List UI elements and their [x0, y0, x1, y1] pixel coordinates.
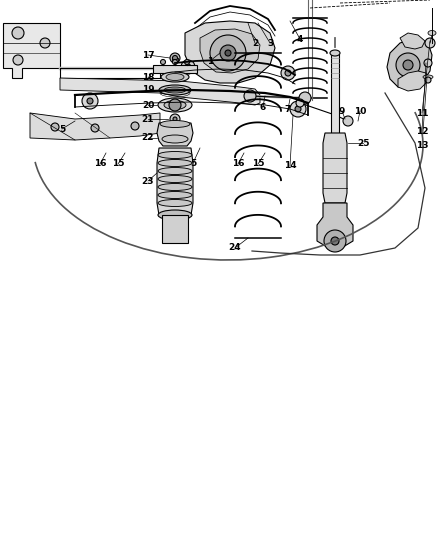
Polygon shape — [30, 113, 160, 140]
Polygon shape — [398, 71, 428, 91]
Circle shape — [169, 99, 181, 111]
Circle shape — [296, 99, 304, 107]
Circle shape — [281, 66, 295, 80]
Text: 11: 11 — [416, 109, 428, 117]
Text: 12: 12 — [416, 126, 428, 135]
Ellipse shape — [158, 98, 192, 112]
Circle shape — [13, 55, 23, 65]
Polygon shape — [60, 78, 260, 105]
Ellipse shape — [158, 167, 192, 174]
Text: 20: 20 — [142, 101, 154, 109]
Text: 16: 16 — [94, 159, 106, 168]
Text: 24: 24 — [229, 244, 241, 253]
Circle shape — [87, 98, 93, 104]
Circle shape — [51, 123, 59, 131]
Polygon shape — [162, 215, 188, 243]
Circle shape — [173, 55, 177, 61]
Ellipse shape — [166, 74, 184, 80]
Circle shape — [220, 45, 236, 61]
Text: 9: 9 — [339, 107, 345, 116]
Text: 18: 18 — [142, 74, 154, 83]
Text: 23: 23 — [142, 176, 154, 185]
Circle shape — [324, 230, 346, 252]
Circle shape — [160, 60, 166, 64]
Text: 3: 3 — [267, 38, 273, 47]
Circle shape — [285, 70, 291, 76]
Circle shape — [12, 27, 24, 39]
Text: 21: 21 — [142, 115, 154, 124]
Circle shape — [424, 59, 432, 67]
Polygon shape — [331, 53, 339, 133]
Polygon shape — [185, 21, 275, 83]
Circle shape — [181, 60, 195, 74]
Text: 19: 19 — [141, 85, 154, 94]
Text: 4: 4 — [297, 35, 303, 44]
Text: 22: 22 — [142, 133, 154, 142]
Circle shape — [403, 60, 413, 70]
Ellipse shape — [159, 85, 191, 95]
Circle shape — [184, 60, 190, 64]
Circle shape — [210, 35, 246, 71]
Ellipse shape — [428, 30, 436, 36]
Circle shape — [343, 116, 353, 126]
Circle shape — [225, 50, 231, 56]
Text: 10: 10 — [354, 107, 366, 116]
Circle shape — [331, 237, 339, 245]
Text: 16: 16 — [232, 159, 244, 168]
Circle shape — [173, 60, 177, 64]
Ellipse shape — [423, 75, 433, 79]
Ellipse shape — [160, 120, 190, 127]
Polygon shape — [400, 33, 425, 49]
Polygon shape — [157, 123, 193, 146]
Ellipse shape — [158, 183, 192, 190]
Polygon shape — [323, 133, 347, 203]
Ellipse shape — [164, 87, 186, 93]
Ellipse shape — [158, 210, 192, 220]
Text: 7: 7 — [285, 104, 291, 114]
Text: 15: 15 — [112, 159, 124, 168]
Text: 17: 17 — [141, 51, 154, 60]
Circle shape — [290, 101, 306, 117]
Circle shape — [295, 106, 301, 112]
Polygon shape — [200, 29, 260, 73]
Circle shape — [425, 77, 431, 83]
Ellipse shape — [164, 101, 186, 109]
Text: 2: 2 — [252, 38, 258, 47]
Circle shape — [82, 93, 98, 109]
Text: 6: 6 — [260, 102, 266, 111]
Polygon shape — [153, 65, 197, 73]
Circle shape — [244, 90, 256, 102]
Circle shape — [299, 92, 311, 104]
Ellipse shape — [158, 199, 192, 206]
Circle shape — [396, 53, 420, 77]
Ellipse shape — [158, 159, 192, 166]
Text: 13: 13 — [416, 141, 428, 149]
Circle shape — [170, 53, 180, 63]
Circle shape — [173, 117, 177, 121]
Circle shape — [40, 38, 50, 48]
Text: 1: 1 — [207, 56, 213, 66]
Text: 25: 25 — [357, 139, 369, 148]
Circle shape — [131, 122, 139, 130]
Text: 15: 15 — [252, 159, 264, 168]
Polygon shape — [387, 38, 432, 88]
Circle shape — [185, 64, 191, 70]
Text: 5: 5 — [190, 158, 196, 167]
Polygon shape — [157, 148, 193, 215]
Ellipse shape — [158, 175, 192, 182]
Circle shape — [170, 114, 180, 124]
Ellipse shape — [158, 191, 192, 198]
Circle shape — [425, 38, 435, 48]
Ellipse shape — [158, 151, 192, 158]
Ellipse shape — [330, 50, 340, 56]
Ellipse shape — [162, 135, 188, 143]
Polygon shape — [317, 203, 353, 247]
Ellipse shape — [161, 72, 189, 82]
Text: 5: 5 — [59, 125, 65, 133]
Text: 14: 14 — [284, 161, 297, 171]
Polygon shape — [3, 23, 60, 78]
Circle shape — [91, 124, 99, 132]
